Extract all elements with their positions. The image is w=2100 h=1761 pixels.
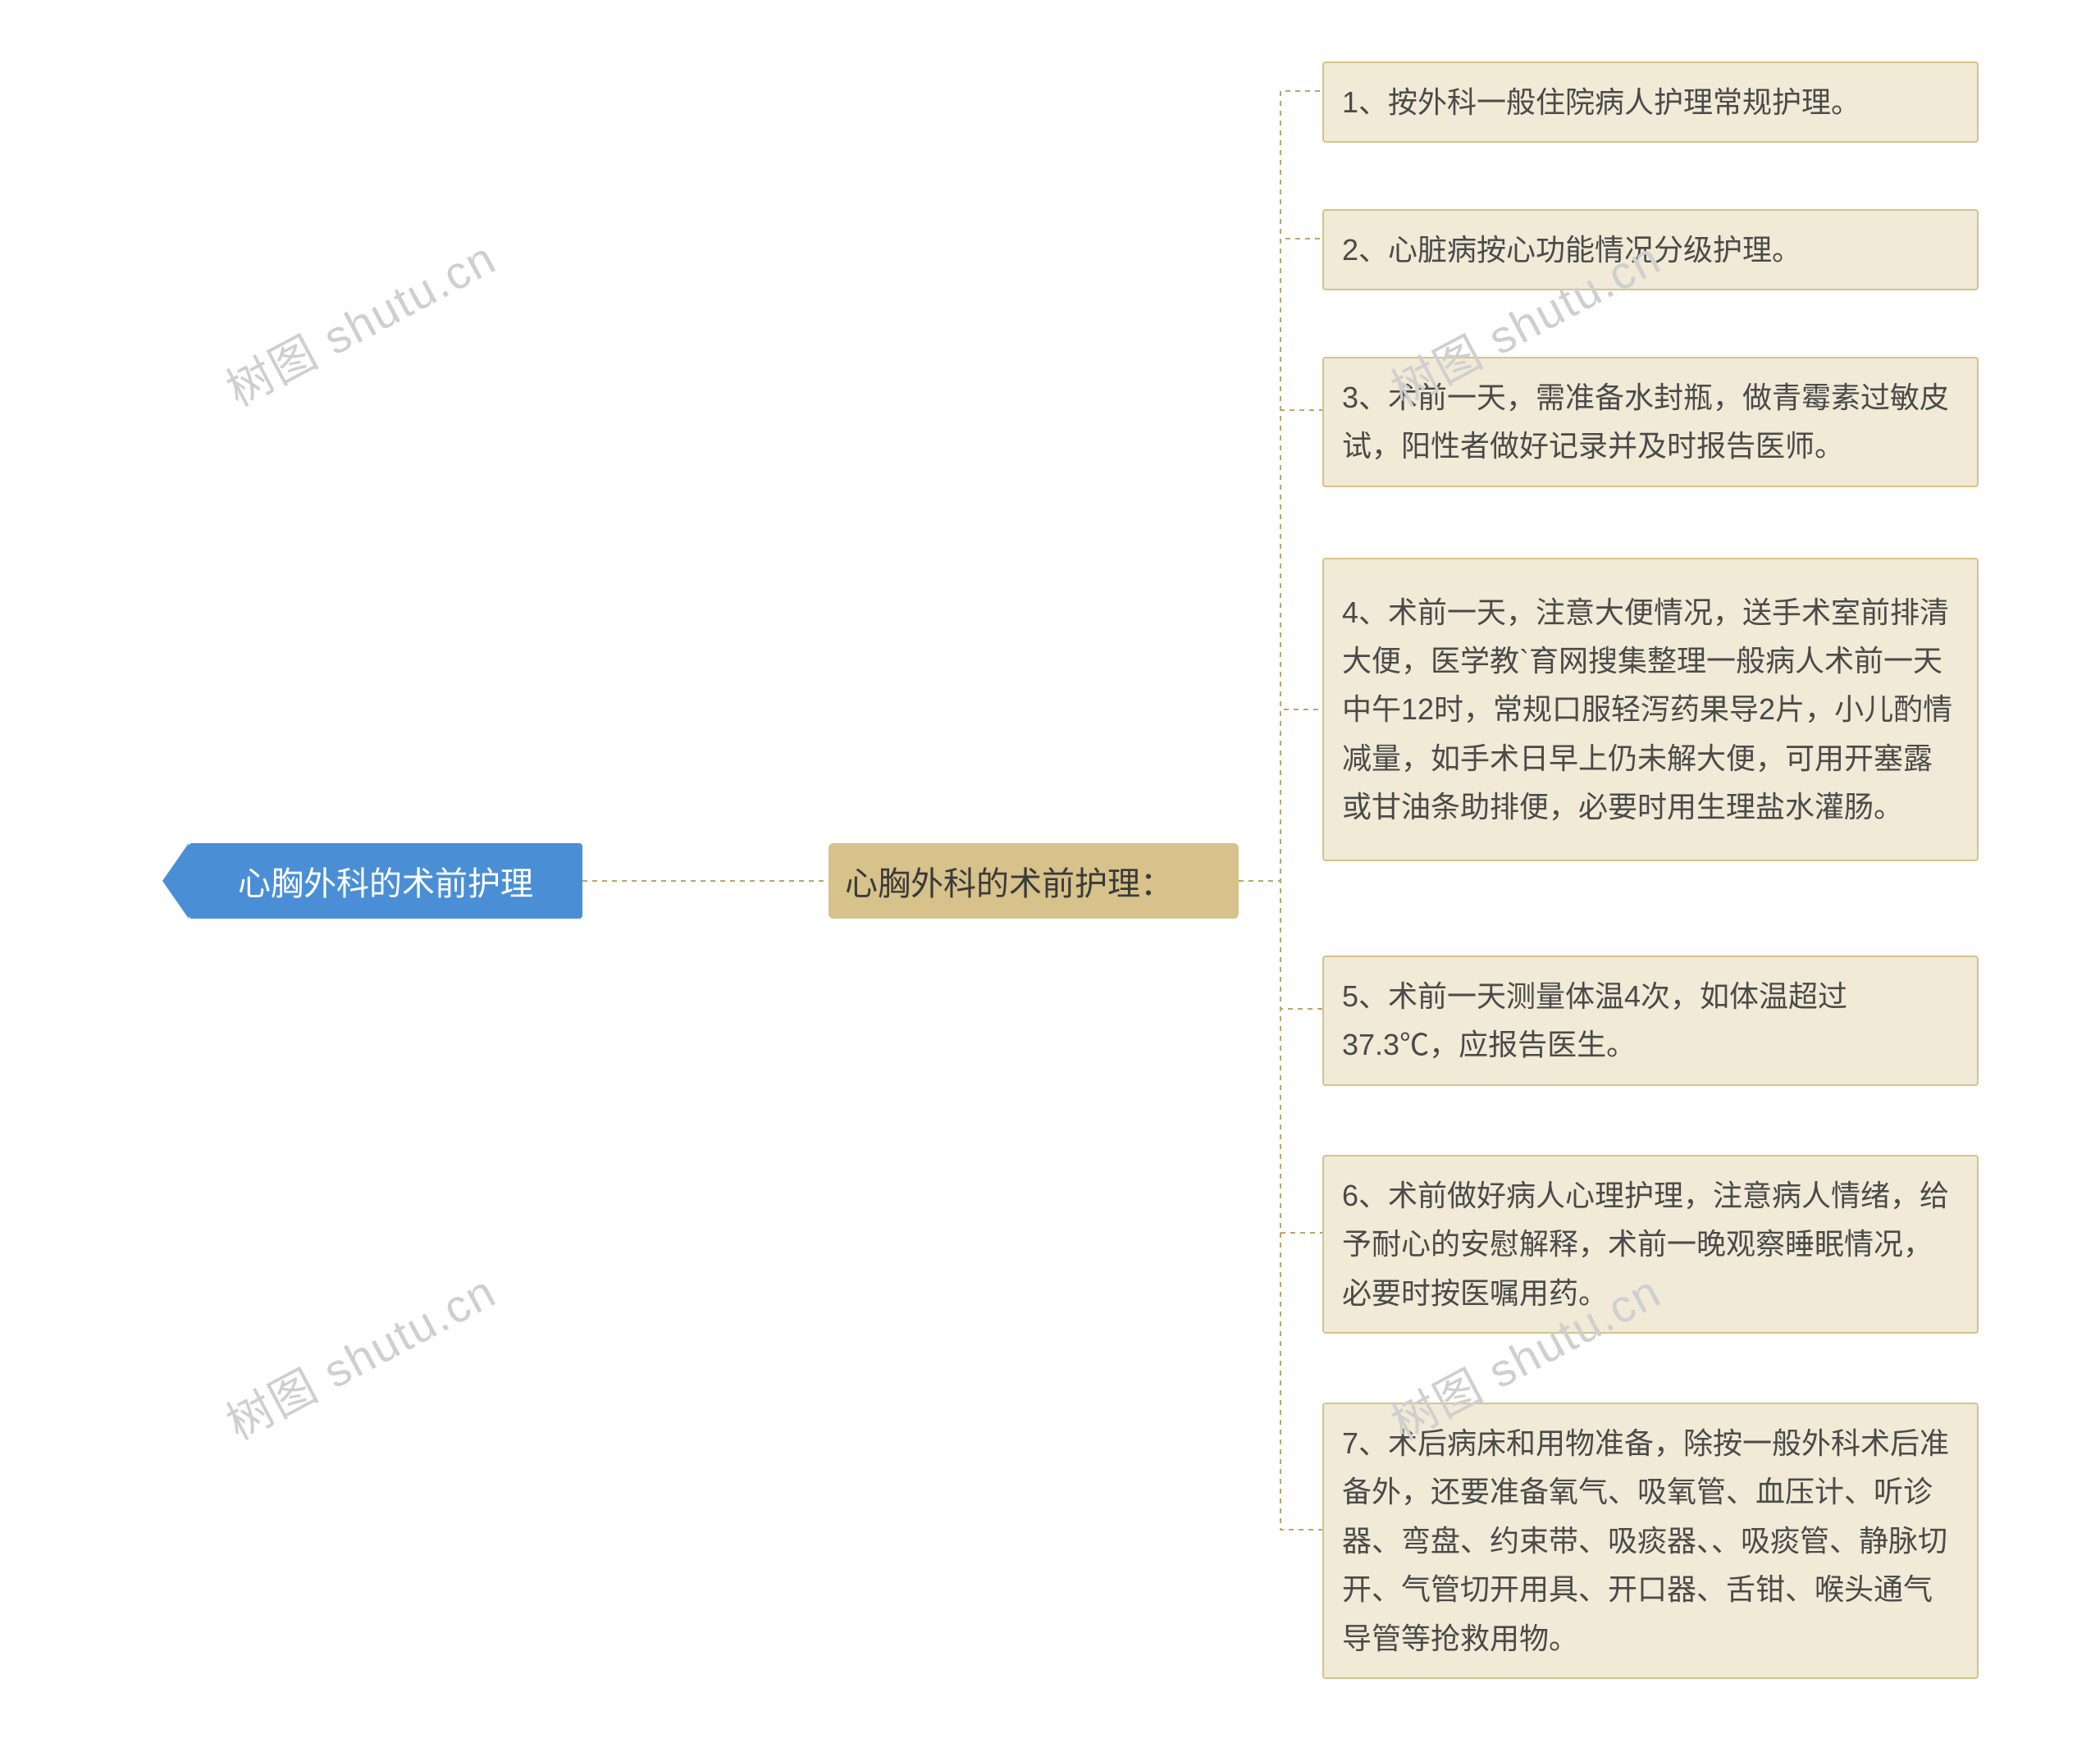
watermark: 树图 shutu.cn <box>213 1255 506 1453</box>
leaf-text: 1、按外科一般住院病人护理常规护理。 <box>1342 78 1860 126</box>
leaf-text: 5、术前一天测量体温4次，如体温超过37.3℃，应报告医生。 <box>1342 972 1959 1070</box>
leaf-text: 3、术前一天，需准备水封瓶，做青霉素过敏皮试，阳性者做好记录并及时报告医师。 <box>1342 373 1959 471</box>
root-node: 心胸外科的术前护理 <box>189 843 582 919</box>
leaf-item-6: 6、术前做好病人心理护理，注意病人情绪，给予耐心的安慰解释，术前一晚观察睡眠情况… <box>1322 1155 1979 1334</box>
leaf-text: 6、术前做好病人心理护理，注意病人情绪，给予耐心的安慰解释，术前一晚观察睡眠情况… <box>1342 1171 1959 1317</box>
leaf-item-4: 4、术前一天，注意大便情况，送手术室前排清大便，医学教`育网搜集整理一般病人术前… <box>1322 558 1979 861</box>
leaf-item-7: 7、术后病床和用物准备，除按一般外科术后准备外，还要准备氧气、吸氧管、血压计、听… <box>1322 1403 1979 1679</box>
branch-label: 心胸外科的术前护理： <box>845 857 1173 905</box>
leaf-item-2: 2、心脏病按心功能情况分级护理。 <box>1322 209 1979 290</box>
watermark: 树图 shutu.cn <box>213 221 506 419</box>
branch-node: 心胸外科的术前护理： <box>829 843 1239 919</box>
leaf-item-5: 5、术前一天测量体温4次，如体温超过37.3℃，应报告医生。 <box>1322 956 1979 1086</box>
mindmap-canvas: 心胸外科的术前护理 心胸外科的术前护理： 1、按外科一般住院病人护理常规护理。 2… <box>0 0 2100 1761</box>
root-label: 心胸外科的术前护理 <box>238 857 533 905</box>
leaf-text: 2、心脏病按心功能情况分级护理。 <box>1342 226 1801 274</box>
leaf-item-3: 3、术前一天，需准备水封瓶，做青霉素过敏皮试，阳性者做好记录并及时报告医师。 <box>1322 357 1979 487</box>
leaf-text: 7、术后病床和用物准备，除按一般外科术后准备外，还要准备氧气、吸氧管、血压计、听… <box>1342 1419 1959 1663</box>
leaf-item-1: 1、按外科一般住院病人护理常规护理。 <box>1322 62 1979 143</box>
leaf-text: 4、术前一天，注意大便情况，送手术室前排清大便，医学教`育网搜集整理一般病人术前… <box>1342 588 1959 832</box>
